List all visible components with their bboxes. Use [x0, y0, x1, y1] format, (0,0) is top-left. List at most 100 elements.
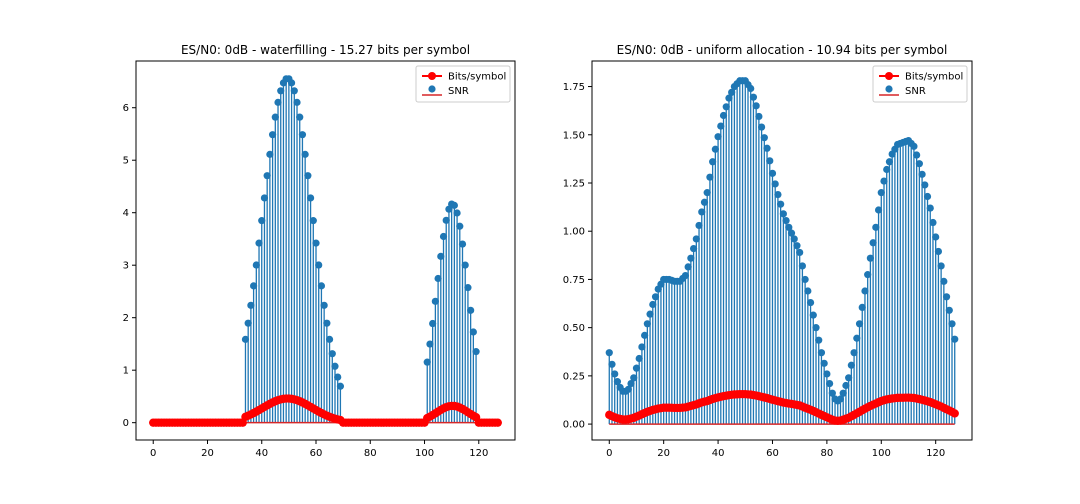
snr-marker [695, 221, 703, 230]
x-tick-label: 60 [310, 448, 323, 459]
snr-marker [651, 293, 660, 301]
snr-marker [815, 336, 823, 344]
snr-marker [434, 274, 442, 283]
snr-marker [687, 254, 695, 262]
snr-marker [605, 349, 613, 357]
snr-marker [464, 284, 472, 292]
snr-marker [323, 319, 331, 327]
y-tick-label: 0.25 [563, 371, 585, 382]
snr-marker [774, 190, 782, 199]
snr-marker [611, 370, 619, 378]
snr-marker [255, 239, 263, 247]
y-tick-label: 3 [123, 261, 129, 272]
snr-marker [698, 208, 706, 216]
snr-stems [244, 78, 477, 423]
x-tick-label: 40 [255, 448, 268, 459]
snr-marker [714, 133, 722, 141]
snr-marker [298, 131, 307, 139]
snr-marker [627, 379, 635, 388]
snr-marker [923, 192, 932, 201]
x-tick-label: 20 [657, 448, 670, 459]
snr-marker [241, 335, 250, 343]
snr-marker [874, 206, 883, 214]
snr-marker [331, 362, 339, 370]
snr-marker [630, 374, 638, 382]
snr-marker [937, 262, 945, 270]
snr-marker [839, 389, 847, 397]
y-tick-label: 0.00 [563, 420, 585, 431]
snr-marker [263, 172, 271, 180]
snr-marker [812, 324, 820, 332]
snr-marker [274, 98, 282, 106]
snr-marker [719, 111, 728, 120]
snr-marker [858, 303, 866, 311]
snr-stems [608, 80, 956, 425]
bits-markers [149, 394, 502, 427]
bits-marker [950, 409, 959, 418]
snr-marker [706, 173, 714, 181]
y-tick-label: 6 [123, 103, 129, 114]
snr-marker [643, 320, 651, 328]
snr-marker [271, 113, 279, 121]
snr-marker [320, 301, 328, 309]
snr-marker [312, 239, 320, 247]
snr-marker [836, 395, 845, 403]
snr-marker [450, 201, 458, 209]
snr-marker [757, 123, 766, 131]
snr-marker [290, 87, 298, 95]
y-tick-label: 2 [123, 313, 129, 324]
legend-label-bits: Bits/symbol [448, 72, 506, 83]
legend-label-snr: SNR [448, 86, 469, 97]
snr-marker [442, 216, 450, 224]
y-tick-label: 1.75 [563, 82, 585, 93]
snr-marker [926, 204, 934, 212]
snr-marker [250, 282, 258, 290]
snr-marker [423, 358, 431, 366]
snr-marker [717, 122, 725, 130]
snr-marker [910, 142, 918, 150]
x-tick-label: 20 [201, 448, 214, 459]
snr-marker [301, 150, 309, 158]
snr-marker [948, 320, 956, 328]
snr-marker [820, 359, 828, 367]
snr-marker [684, 263, 692, 271]
snr-marker [689, 244, 698, 253]
snr-marker [469, 328, 477, 336]
snr-marker [641, 331, 649, 339]
snr-marker [317, 282, 326, 290]
y-tick-label: 0.50 [563, 323, 585, 334]
x-tick-label: 80 [821, 448, 834, 459]
snr-marker [277, 87, 285, 95]
legend: Bits/symbol SNR [872, 65, 968, 103]
snr-marker [461, 261, 469, 269]
snr-marker [855, 320, 864, 328]
snr-marker [826, 379, 834, 388]
snr-marker [945, 306, 953, 314]
snr-marker [268, 131, 277, 139]
snr-marker [608, 360, 616, 368]
snr-marker [747, 84, 755, 93]
x-tick-label: 100 [872, 448, 891, 459]
axes-frame [591, 60, 973, 441]
x-tick-label: 100 [415, 448, 434, 459]
legend-snr-marker [885, 85, 893, 93]
snr-marker [247, 301, 255, 309]
snr-marker [638, 343, 646, 351]
snr-marker [293, 98, 301, 106]
chart-title: ES/N0: 0dB - waterfilling - 15.27 bits p… [181, 43, 470, 57]
snr-marker [266, 150, 274, 158]
snr-marker [940, 277, 948, 285]
legend-label-snr: SNR [905, 86, 926, 97]
snr-marker [632, 364, 641, 372]
snr-marker [456, 222, 464, 230]
snr-marker [771, 180, 779, 188]
snr-marker [646, 310, 654, 318]
x-tick-label: 120 [469, 448, 488, 459]
snr-marker [309, 217, 317, 225]
snr-marker [817, 349, 826, 357]
snr-marker [437, 252, 445, 260]
snr-marker [777, 200, 785, 208]
snr-marker [918, 170, 926, 178]
snr-marker [635, 354, 643, 363]
axes-frame [135, 60, 516, 441]
